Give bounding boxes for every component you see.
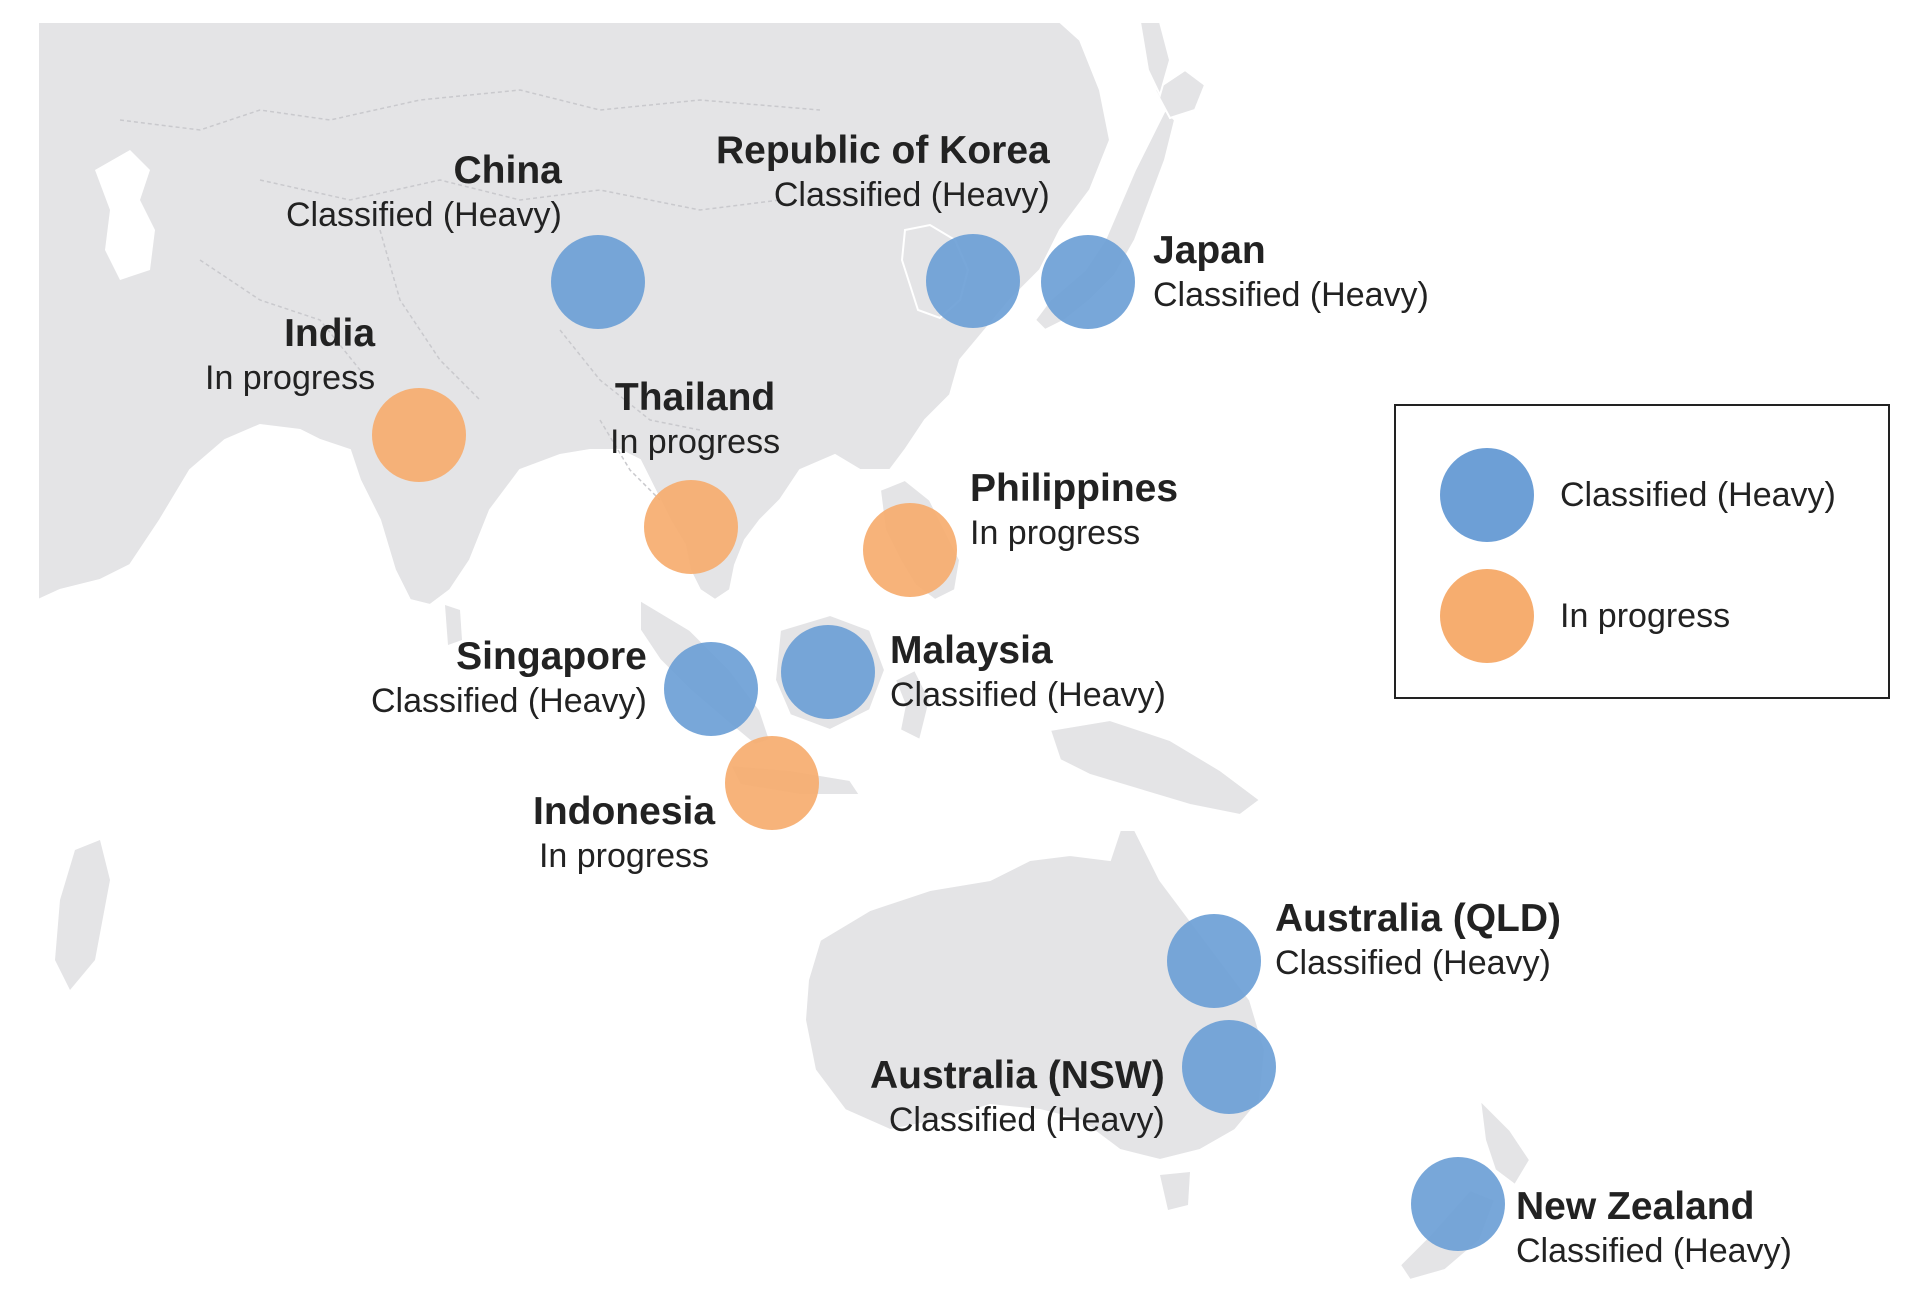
caspian-sea bbox=[95, 150, 155, 280]
japan-landmass bbox=[1033, 108, 1177, 332]
label-australia-qld: Australia (QLD) Classified (Heavy) bbox=[1275, 897, 1562, 982]
label-name: Indonesia bbox=[533, 790, 716, 833]
label-status: Classified (Heavy) bbox=[1275, 943, 1551, 982]
label-name: Philippines bbox=[970, 467, 1179, 510]
label-republic-of-korea: Republic of Korea Classified (Heavy) bbox=[716, 129, 1050, 214]
label-status: In progress bbox=[205, 358, 376, 397]
legend-swatch-classified bbox=[1440, 448, 1534, 542]
label-name: New Zealand bbox=[1516, 1185, 1755, 1228]
sakhalin-landmass bbox=[1138, 21, 1172, 98]
marker-indonesia bbox=[725, 736, 819, 830]
label-name: Australia (NSW) bbox=[870, 1054, 1165, 1097]
label-name: Malaysia bbox=[890, 629, 1053, 672]
label-status: Classified (Heavy) bbox=[773, 175, 1050, 214]
taiwan-landmass bbox=[895, 395, 918, 440]
label-status: Classified (Heavy) bbox=[371, 681, 647, 720]
label-status: Classified (Heavy) bbox=[1153, 275, 1429, 314]
legend-label-in-progress: In progress bbox=[1560, 596, 1731, 635]
marker-india bbox=[372, 388, 466, 482]
marker-new-zealand bbox=[1411, 1157, 1505, 1251]
legend-item-in-progress: In progress bbox=[1440, 569, 1730, 663]
label-status: Classified (Heavy) bbox=[1516, 1231, 1792, 1270]
label-australia-nsw: Australia (NSW) Classified (Heavy) bbox=[870, 1054, 1165, 1139]
sulawesi-landmass bbox=[893, 668, 932, 742]
label-name: Thailand bbox=[614, 376, 776, 419]
marker-china bbox=[551, 235, 645, 329]
legend: Classified (Heavy) In progress bbox=[1394, 404, 1890, 699]
new-zealand-landmass bbox=[1478, 1097, 1532, 1187]
label-name: China bbox=[453, 149, 562, 192]
madagascar-landmass bbox=[55, 840, 110, 990]
label-singapore: Singapore Classified (Heavy) bbox=[371, 635, 647, 720]
label-india: India In progress bbox=[205, 312, 376, 397]
tasmania-landmass bbox=[1160, 1172, 1190, 1210]
label-new-zealand: New Zealand Classified (Heavy) bbox=[1516, 1185, 1792, 1270]
marker-thailand bbox=[644, 480, 738, 574]
legend-swatch-in-progress bbox=[1440, 569, 1534, 663]
label-indonesia: Indonesia In progress bbox=[533, 790, 716, 875]
label-china: China Classified (Heavy) bbox=[286, 149, 562, 234]
marker-australia-nsw bbox=[1182, 1020, 1276, 1114]
label-status: Classified (Heavy) bbox=[286, 195, 562, 234]
marker-australia-qld bbox=[1167, 914, 1261, 1008]
label-status: Classified (Heavy) bbox=[888, 1100, 1165, 1139]
label-thailand: Thailand In progress bbox=[610, 376, 781, 461]
label-name: Republic of Korea bbox=[716, 129, 1050, 172]
country-borders bbox=[119, 89, 821, 501]
marker-malaysia bbox=[781, 625, 875, 719]
label-philippines: Philippines In progress bbox=[970, 467, 1179, 552]
label-status: In progress bbox=[538, 836, 710, 875]
legend-label-classified: Classified (Heavy) bbox=[1560, 475, 1836, 514]
marker-philippines bbox=[863, 503, 957, 597]
label-name: Singapore bbox=[456, 635, 647, 678]
label-malaysia: Malaysia Classified (Heavy) bbox=[890, 629, 1166, 714]
label-status: Classified (Heavy) bbox=[890, 675, 1166, 714]
hokkaido-landmass bbox=[1153, 68, 1207, 120]
label-name: Japan bbox=[1153, 229, 1266, 272]
marker-republic-of-korea bbox=[926, 234, 1020, 328]
label-status: In progress bbox=[610, 422, 781, 461]
marker-japan bbox=[1041, 235, 1135, 329]
sri-lanka-landmass bbox=[445, 605, 462, 645]
label-name: India bbox=[284, 312, 376, 355]
new-guinea-landmass bbox=[1048, 718, 1262, 817]
legend-item-classified: Classified (Heavy) bbox=[1440, 448, 1836, 542]
marker-singapore bbox=[664, 642, 758, 736]
label-name: Australia (QLD) bbox=[1275, 897, 1562, 940]
label-status: In progress bbox=[970, 513, 1141, 552]
label-japan: Japan Classified (Heavy) bbox=[1153, 229, 1429, 314]
